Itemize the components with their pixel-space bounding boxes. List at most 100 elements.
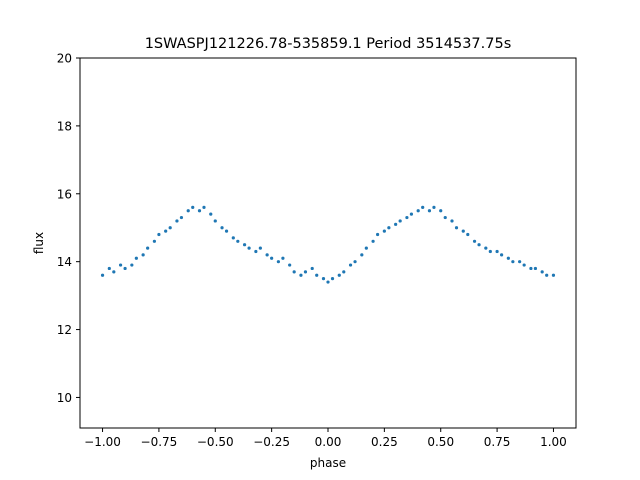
data-point	[123, 266, 127, 271]
data-point	[466, 232, 470, 237]
y-tick-label: 10	[57, 391, 72, 405]
data-point	[213, 219, 217, 223]
x-axis-ticks: −1.00 −0.75 −0.50 −0.25 0.00 0.25 0.50 0.75 1.00	[84, 428, 567, 449]
data-point	[382, 229, 386, 233]
data-point	[353, 260, 357, 264]
chart-title: 1SWASPJ121226.78-535859.1 Period 3514537…	[145, 36, 512, 52]
data-point	[326, 280, 330, 284]
data-point	[551, 273, 556, 277]
data-point	[364, 246, 368, 250]
data-point	[484, 246, 488, 250]
x-tick-label: −0.75	[141, 435, 178, 449]
data-point	[477, 243, 481, 247]
data-point	[299, 273, 303, 277]
x-tick-label: 0.00	[315, 435, 342, 449]
x-axis-label: phase	[310, 456, 346, 470]
data-point	[157, 232, 161, 237]
data-point	[270, 256, 274, 260]
data-point	[107, 266, 111, 271]
data-point	[276, 260, 280, 264]
y-tick-label: 14	[57, 255, 72, 269]
data-point	[254, 249, 258, 254]
y-tick-label: 12	[57, 323, 72, 337]
data-point	[258, 246, 262, 250]
y-tick-label: 16	[57, 187, 72, 201]
data-point	[152, 239, 156, 243]
data-point	[454, 226, 459, 230]
data-point	[450, 219, 454, 223]
data-point	[500, 253, 504, 257]
data-point	[168, 226, 172, 230]
data-point	[398, 219, 402, 223]
data-point	[100, 273, 105, 277]
x-tick-label: −0.25	[253, 435, 290, 449]
data-point	[506, 256, 510, 260]
data-point	[342, 270, 346, 274]
data-point	[348, 263, 353, 267]
data-point	[337, 273, 341, 277]
data-point	[330, 277, 335, 281]
data-point	[321, 277, 326, 281]
data-point	[265, 253, 269, 257]
data-point	[488, 249, 492, 254]
data-point	[443, 215, 447, 220]
y-tick-label: 18	[57, 119, 72, 133]
data-point	[303, 270, 308, 274]
x-tick-label: 0.50	[427, 435, 454, 449]
data-point	[387, 226, 391, 230]
data-point	[191, 205, 195, 209]
data-point	[242, 243, 247, 247]
data-point	[288, 263, 292, 267]
data-point	[224, 229, 229, 233]
data-point	[112, 270, 116, 274]
x-tick-label: −1.00	[84, 435, 121, 449]
data-point	[231, 236, 235, 240]
data-point	[533, 266, 538, 271]
data-point	[518, 260, 522, 264]
data-point	[439, 209, 443, 213]
data-point	[360, 253, 364, 257]
x-tick-label: 0.25	[371, 435, 398, 449]
data-point	[175, 219, 179, 223]
data-point	[421, 205, 425, 209]
data-point	[461, 229, 465, 233]
data-point	[416, 209, 420, 213]
data-point	[545, 273, 549, 277]
data-point	[472, 239, 477, 243]
x-tick-label: 0.75	[484, 435, 511, 449]
data-point	[281, 256, 285, 260]
data-point	[134, 256, 138, 260]
data-point	[179, 215, 184, 220]
data-point	[376, 232, 380, 237]
data-point	[310, 266, 314, 271]
data-points	[100, 205, 556, 284]
data-point	[164, 229, 168, 233]
y-axis-label: flux	[32, 232, 46, 254]
x-tick-label: 1.00	[540, 435, 567, 449]
data-point	[130, 263, 134, 267]
data-point	[220, 226, 224, 230]
data-point	[529, 266, 533, 271]
y-axis-ticks: 10 12 14 16 18 20	[57, 52, 80, 405]
data-point	[394, 222, 398, 226]
data-point	[405, 215, 409, 220]
data-point	[409, 212, 414, 216]
data-point	[118, 263, 123, 267]
data-point	[146, 246, 150, 250]
data-point	[209, 212, 213, 216]
data-point	[522, 263, 526, 267]
data-point	[315, 273, 319, 277]
data-point	[202, 205, 206, 209]
data-point	[495, 249, 499, 254]
x-tick-label: −0.50	[197, 435, 234, 449]
data-point	[197, 209, 202, 213]
data-point	[540, 270, 544, 274]
data-point	[141, 253, 145, 257]
data-point	[371, 239, 375, 243]
data-point	[186, 209, 190, 213]
y-tick-label: 20	[57, 52, 72, 66]
data-point	[432, 205, 436, 209]
data-point	[292, 270, 296, 274]
